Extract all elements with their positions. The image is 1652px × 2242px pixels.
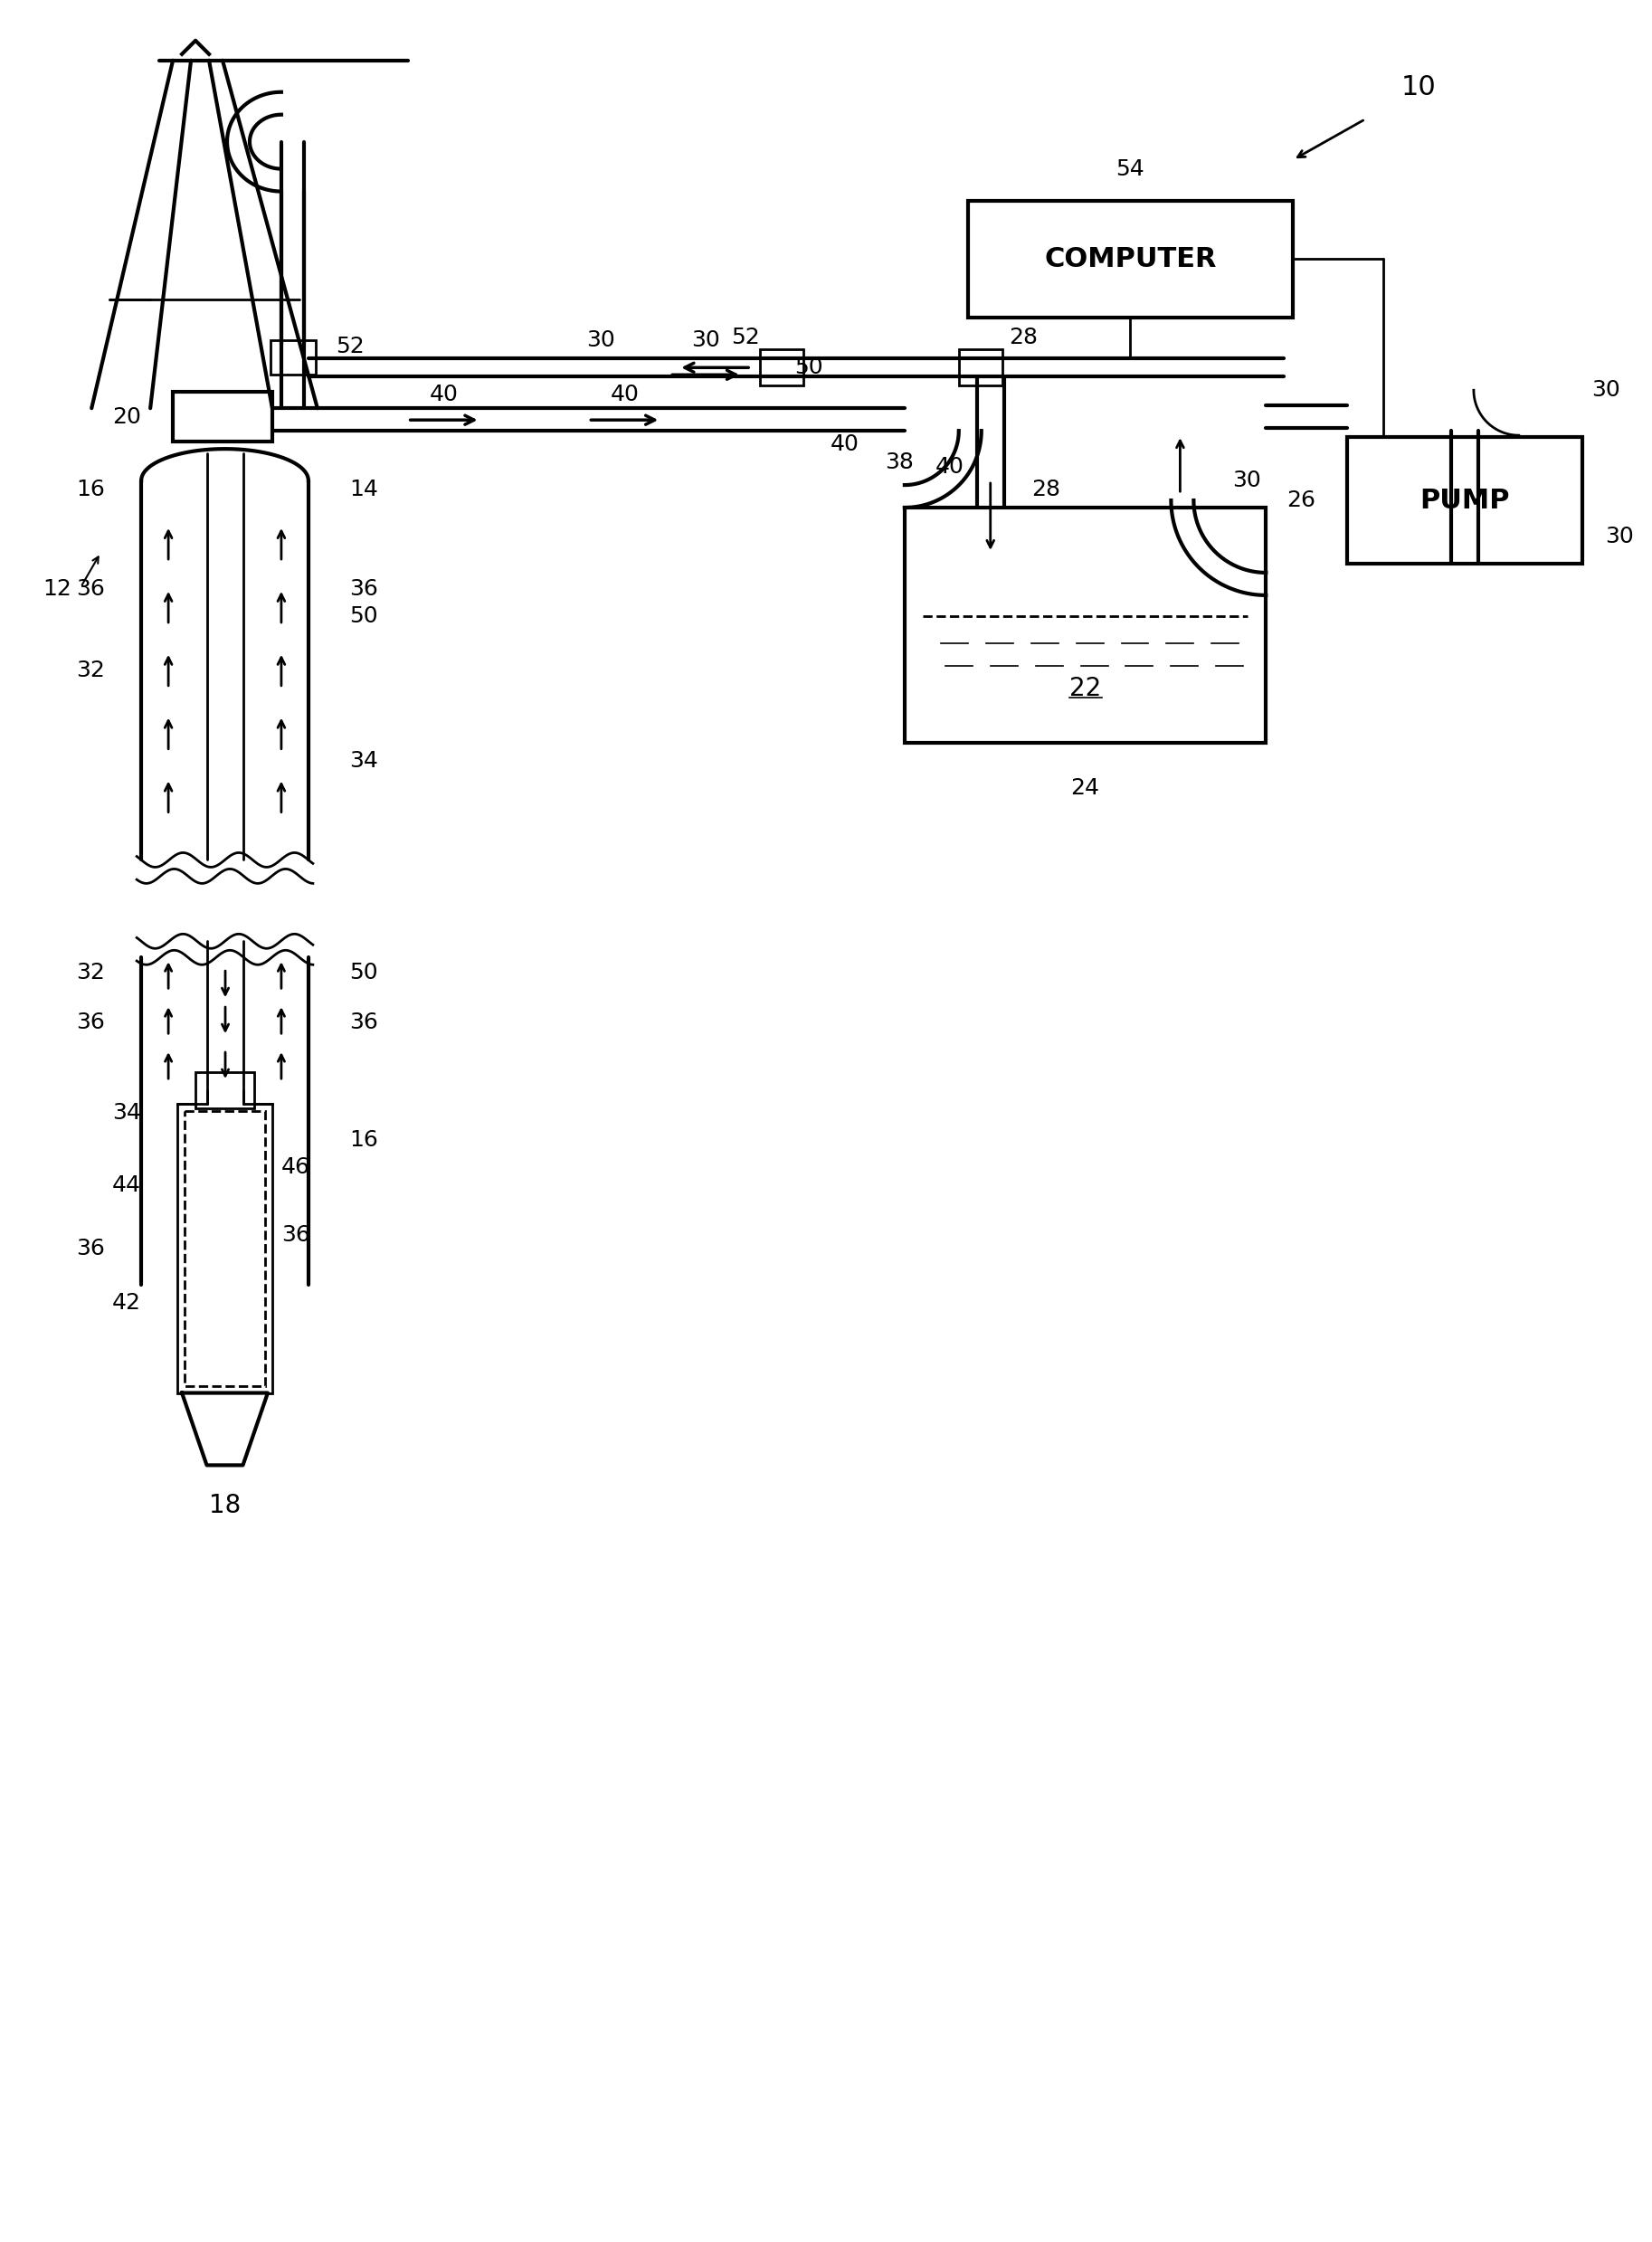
Text: 40: 40 xyxy=(430,383,458,406)
Text: 28: 28 xyxy=(1008,327,1037,348)
Text: 26: 26 xyxy=(1287,489,1315,511)
Text: 36: 36 xyxy=(349,578,378,601)
Text: 22: 22 xyxy=(1069,675,1102,702)
Text: 50: 50 xyxy=(349,605,378,628)
Bar xyxy=(185,1112,264,1386)
Text: 36: 36 xyxy=(76,578,106,601)
Text: 44: 44 xyxy=(112,1175,142,1195)
Text: 40: 40 xyxy=(610,383,639,406)
Text: 36: 36 xyxy=(349,1011,378,1034)
Text: 18: 18 xyxy=(208,1493,241,1518)
Bar xyxy=(177,1103,273,1392)
Text: 34: 34 xyxy=(112,1103,142,1123)
Bar xyxy=(1348,437,1583,563)
Text: 40: 40 xyxy=(831,433,859,455)
Text: 36: 36 xyxy=(281,1224,311,1247)
Text: 38: 38 xyxy=(885,451,914,473)
Text: 30: 30 xyxy=(1232,469,1262,491)
Text: 30: 30 xyxy=(1604,525,1634,547)
Bar xyxy=(958,350,1003,386)
Bar xyxy=(195,1072,254,1108)
Text: 52: 52 xyxy=(335,336,363,359)
Text: 36: 36 xyxy=(76,1238,106,1260)
Text: 40: 40 xyxy=(935,455,965,478)
Text: 52: 52 xyxy=(732,327,760,348)
Text: 34: 34 xyxy=(349,749,378,771)
Bar xyxy=(905,507,1265,742)
Polygon shape xyxy=(182,1392,268,1466)
Text: 36: 36 xyxy=(76,1011,106,1034)
Text: 42: 42 xyxy=(112,1291,142,1314)
Text: 50: 50 xyxy=(349,962,378,984)
Text: 50: 50 xyxy=(795,356,823,379)
Bar xyxy=(968,200,1294,318)
Bar xyxy=(271,341,316,374)
Text: 30: 30 xyxy=(586,330,616,352)
Text: 16: 16 xyxy=(76,480,106,500)
Text: COMPUTER: COMPUTER xyxy=(1044,247,1216,271)
Text: 12: 12 xyxy=(43,578,71,601)
Text: 32: 32 xyxy=(76,659,106,682)
Bar xyxy=(760,350,803,386)
Bar xyxy=(173,392,273,442)
Text: 32: 32 xyxy=(76,962,106,984)
Text: 16: 16 xyxy=(349,1130,378,1150)
Text: PUMP: PUMP xyxy=(1419,487,1510,513)
Text: 30: 30 xyxy=(692,330,720,352)
Text: 14: 14 xyxy=(349,480,378,500)
Text: 24: 24 xyxy=(1070,776,1100,798)
Text: 10: 10 xyxy=(1401,74,1437,101)
Text: 54: 54 xyxy=(1117,157,1145,179)
Text: 46: 46 xyxy=(281,1157,311,1177)
Text: 28: 28 xyxy=(1031,480,1061,500)
Text: 20: 20 xyxy=(112,406,142,428)
Text: 30: 30 xyxy=(1591,379,1621,401)
